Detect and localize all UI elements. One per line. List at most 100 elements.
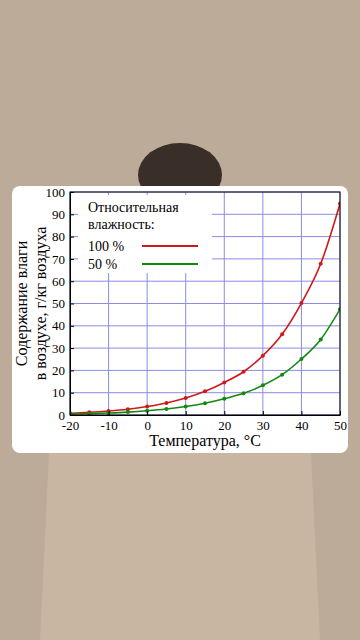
series-marker: [299, 357, 303, 361]
series-marker: [242, 370, 246, 374]
card: [12, 186, 348, 453]
grid: [70, 192, 340, 415]
series-marker: [261, 383, 265, 387]
x-tick-label: 50: [334, 418, 347, 433]
series-marker: [145, 405, 149, 409]
x-tick-mark: [224, 411, 225, 415]
y-tick-label: 60: [52, 274, 65, 289]
x-axis: -20-1001020304050: [62, 411, 347, 433]
series-marker: [319, 262, 323, 266]
x-tick: 40: [295, 411, 308, 433]
x-tick-mark: [340, 411, 341, 415]
grid-line-y: [70, 348, 340, 349]
y-tick: 20: [52, 363, 74, 378]
y-tick-label: 50: [52, 296, 65, 311]
y-tick-mark: [70, 304, 74, 305]
series-marker: [184, 396, 188, 400]
y-tick-label: 80: [52, 229, 65, 244]
series-marker: [242, 391, 246, 395]
y-tick-mark: [70, 415, 74, 416]
y-tick-mark: [70, 259, 74, 260]
x-axis-title: Температура, °C: [149, 432, 261, 450]
y-tick: 40: [52, 318, 74, 333]
legend-swatch: [142, 263, 198, 265]
series-marker: [87, 412, 91, 415]
y-tick-label: 30: [52, 341, 65, 356]
series-marker: [164, 401, 168, 405]
legend-box: [78, 195, 212, 273]
x-tick-mark: [186, 411, 187, 415]
y-tick: 30: [52, 341, 74, 356]
x-tick-label: 0: [144, 418, 151, 433]
y-tick-mark: [70, 348, 74, 349]
y-tick-mark: [70, 214, 74, 215]
y-tick-label: 70: [52, 252, 65, 267]
x-tick-label: 30: [257, 418, 270, 433]
y-tick: 100: [46, 185, 75, 200]
y-tick-mark: [70, 326, 74, 327]
plot-frame: [70, 192, 340, 415]
series-marker: [222, 380, 226, 384]
series-marker: [107, 411, 111, 415]
y-axis-title: Содержание влаги: [13, 240, 31, 366]
y-tick-mark: [70, 281, 74, 282]
y-tick-mark: [70, 237, 74, 238]
y-tick-label: 40: [52, 318, 65, 333]
y-axis-title: в воздухе, г/кг воздуха: [32, 227, 50, 381]
x-tick: 50: [334, 411, 347, 433]
y-tick-label: 0: [59, 408, 66, 423]
y-tick-label: 90: [52, 207, 65, 222]
y-tick: 60: [52, 274, 74, 289]
x-tick-label: 20: [218, 418, 231, 433]
y-tick-label: 20: [52, 363, 65, 378]
y-tick-mark: [70, 192, 74, 193]
series-marker: [299, 301, 303, 305]
x-tick: 30: [257, 411, 270, 433]
y-axis: 0 10 20 30 40 50 60 70 80 90 100: [46, 185, 75, 423]
y-tick: 0: [59, 408, 75, 423]
series-marker: [280, 373, 284, 377]
y-tick: 50: [52, 296, 74, 311]
canvas: Относительнаявлажность:100 %50 %-20-1001…: [0, 0, 360, 640]
legend-title: влажность:: [88, 217, 155, 232]
series-line: [70, 204, 340, 414]
x-tick-mark: [263, 411, 264, 415]
x-tick-label: 40: [295, 418, 308, 433]
y-tick: 90: [52, 207, 74, 222]
y-tick-mark: [70, 393, 74, 394]
x-tick-label: -10: [100, 418, 117, 433]
x-tick-label: 10: [180, 418, 193, 433]
y-tick-mark: [70, 370, 74, 371]
grid-line-y: [70, 370, 340, 371]
background: [0, 0, 360, 640]
series-marker: [203, 401, 207, 405]
series-marker: [164, 407, 168, 411]
x-tick: 10: [180, 411, 193, 433]
x-tick: 0: [144, 411, 151, 433]
series-marker: [222, 397, 226, 401]
x-tick: 20: [218, 411, 231, 433]
legend-swatch: [142, 245, 198, 247]
series-line: [70, 309, 340, 414]
grid-line-y: [70, 325, 340, 326]
y-tick-label: 10: [52, 385, 65, 400]
y-tick: 80: [52, 229, 74, 244]
y-tick: 70: [52, 252, 74, 267]
series-marker: [126, 410, 130, 414]
x-tick: -10: [100, 411, 117, 433]
series-marker: [280, 332, 284, 336]
legend-title: Относительная: [88, 200, 179, 215]
series-marker: [261, 354, 265, 358]
x-tick-mark: [109, 411, 110, 415]
grid-line-y: [70, 281, 340, 282]
plot-area: [70, 202, 340, 415]
series-marker: [203, 389, 207, 393]
x-tick-mark: [301, 411, 302, 415]
x-tick-mark: [147, 411, 148, 415]
y-tick-label: 100: [46, 185, 66, 200]
legend: Относительная влажность: 100 % 50 %: [78, 195, 212, 273]
legend-label: 100 %: [88, 239, 125, 254]
y-tick: 10: [52, 385, 74, 400]
legend-label: 50 %: [88, 257, 118, 272]
series-marker: [319, 337, 323, 341]
